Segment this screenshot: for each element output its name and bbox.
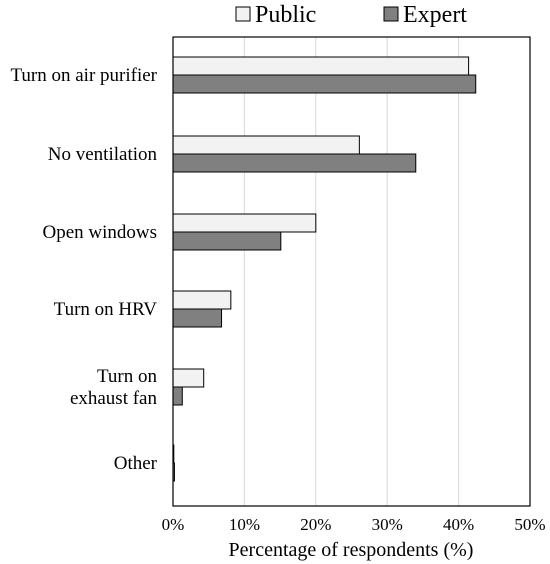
x-tick-label: 30% <box>372 515 403 534</box>
legend: Public Expert <box>235 2 467 28</box>
bar-public <box>172 135 360 155</box>
x-tick-label: 20% <box>300 515 331 534</box>
legend-label-public: Public <box>255 2 316 28</box>
x-tick-label: 0% <box>162 515 185 534</box>
bar-public <box>172 56 470 76</box>
bar-public <box>172 213 317 233</box>
x-tick-label: 50% <box>514 515 545 534</box>
category-label: Turn on HRV <box>54 299 158 320</box>
category-label: exhaust fan <box>70 388 158 409</box>
x-axis-title: Percentage of respondents (%) <box>229 539 474 561</box>
category-labels: Turn on air purifier No ventilation Open w… <box>10 65 157 474</box>
category-label: Turn on air purifier <box>10 65 157 86</box>
category-label: No ventilation <box>48 144 158 165</box>
bar-expert <box>172 153 417 173</box>
plot-area-frame <box>172 36 531 507</box>
bars <box>172 56 477 482</box>
bar-expert <box>172 386 183 406</box>
legend-swatch-expert <box>383 6 399 22</box>
bar-expert <box>172 74 477 94</box>
bar-public <box>172 290 232 310</box>
category-label: Other <box>114 453 158 474</box>
grid-lines <box>243 37 460 506</box>
x-tick-labels: 0% 10% 20% 30% 40% 50% <box>162 515 546 534</box>
x-tick-label: 40% <box>443 515 474 534</box>
legend-label-expert: Expert <box>403 2 467 28</box>
bar-expert <box>172 231 282 251</box>
category-label: Turn on <box>97 366 158 387</box>
category-label: Open windows <box>42 222 157 243</box>
bar-expert <box>172 308 223 328</box>
legend-swatch-public <box>235 6 251 22</box>
bar-public <box>172 368 205 388</box>
x-tick-label: 10% <box>229 515 260 534</box>
